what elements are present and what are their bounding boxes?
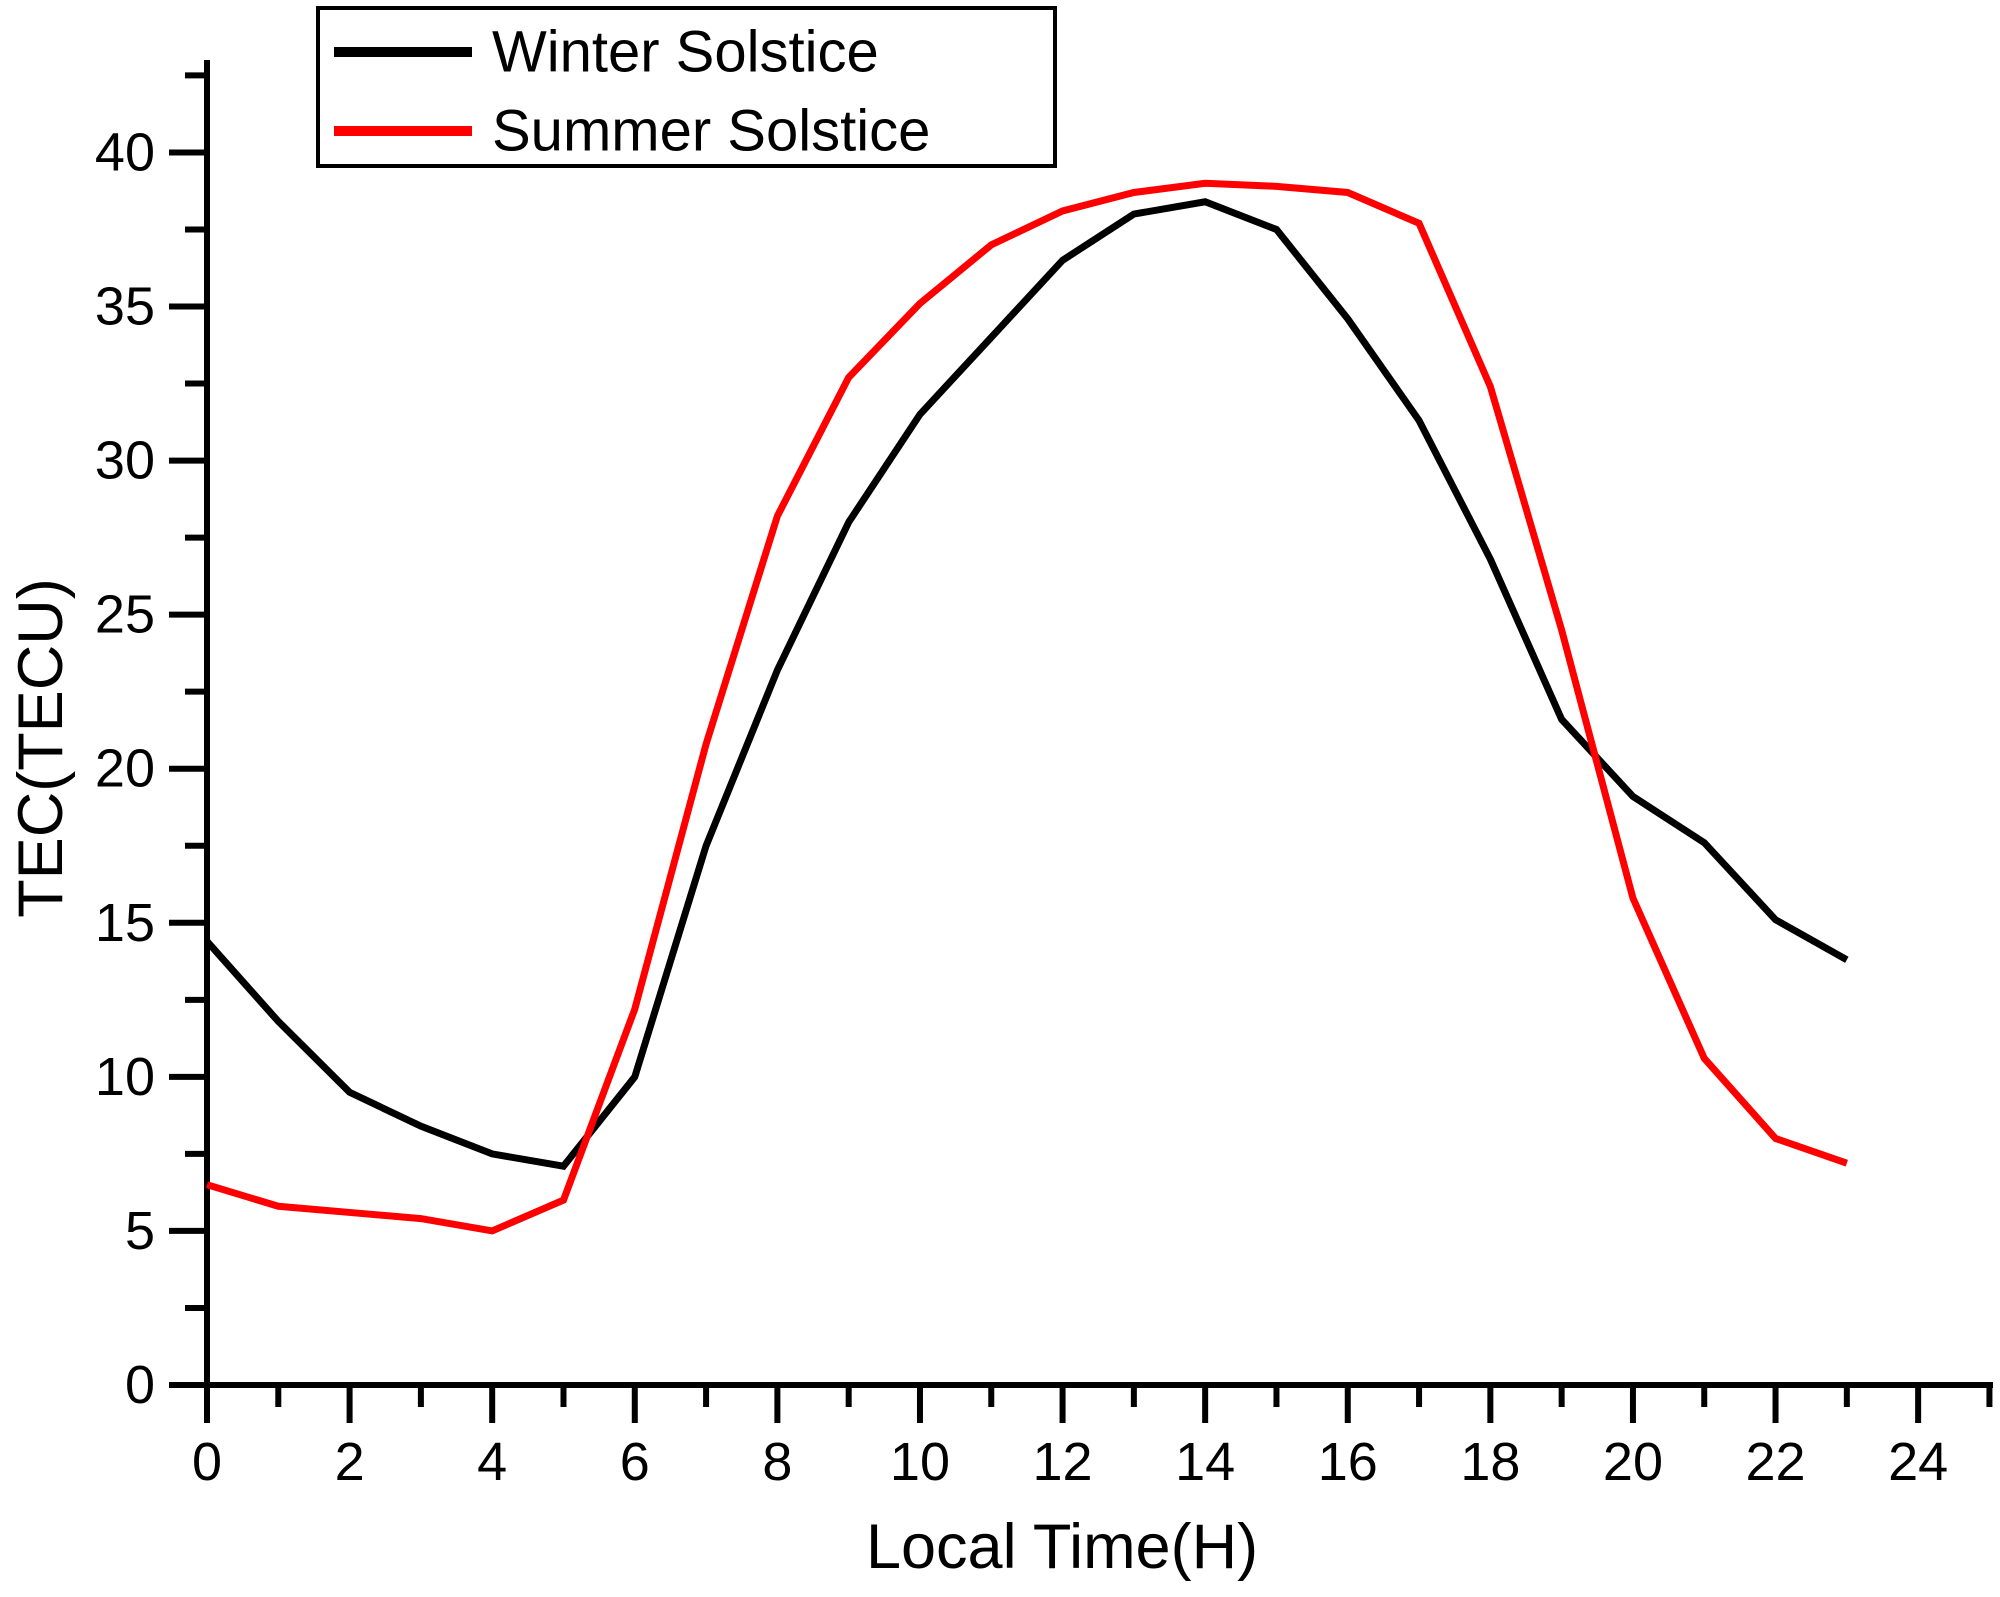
y-tick-label: 30 bbox=[95, 431, 155, 491]
x-tick-label: 12 bbox=[1033, 1432, 1093, 1492]
legend-box bbox=[316, 6, 1057, 168]
y-tick-label: 0 bbox=[125, 1355, 155, 1415]
x-tick-label: 22 bbox=[1746, 1432, 1806, 1492]
legend-label-summer: Summer Solstice bbox=[492, 99, 930, 164]
x-tick-label: 24 bbox=[1888, 1432, 1948, 1492]
winter-solstice-line bbox=[204, 198, 1849, 1171]
y-tick-label: 35 bbox=[95, 277, 155, 337]
y-tick-label: 25 bbox=[95, 585, 155, 645]
x-axis-title: Local Time(H) bbox=[866, 1512, 1258, 1582]
y-tick-label: 5 bbox=[125, 1201, 155, 1261]
axes bbox=[204, 60, 1993, 1388]
x-tick-label: 8 bbox=[762, 1432, 792, 1492]
x-tick-label: 20 bbox=[1603, 1432, 1663, 1492]
x-tick-label: 2 bbox=[335, 1432, 365, 1492]
x-tick-label: 10 bbox=[890, 1432, 950, 1492]
y-tick-label: 10 bbox=[95, 1047, 155, 1107]
legend: Winter Solstice Summer Solstice bbox=[316, 6, 1057, 168]
y-tick-label: 15 bbox=[95, 893, 155, 953]
x-tick-label: 0 bbox=[192, 1432, 222, 1492]
x-tick-label: 6 bbox=[620, 1432, 650, 1492]
x-tick-label: 18 bbox=[1460, 1432, 1520, 1492]
y-tick-label: 20 bbox=[95, 739, 155, 799]
summer-solstice-line bbox=[205, 179, 1848, 1235]
x-tick-label: 16 bbox=[1318, 1432, 1378, 1492]
legend-label-winter: Winter Solstice bbox=[492, 20, 879, 85]
y-axis-title: TEC(TECU) bbox=[6, 578, 76, 917]
x-tick-label: 14 bbox=[1175, 1432, 1235, 1492]
y-tick-label: 40 bbox=[95, 122, 155, 182]
x-tick-label: 4 bbox=[477, 1432, 507, 1492]
